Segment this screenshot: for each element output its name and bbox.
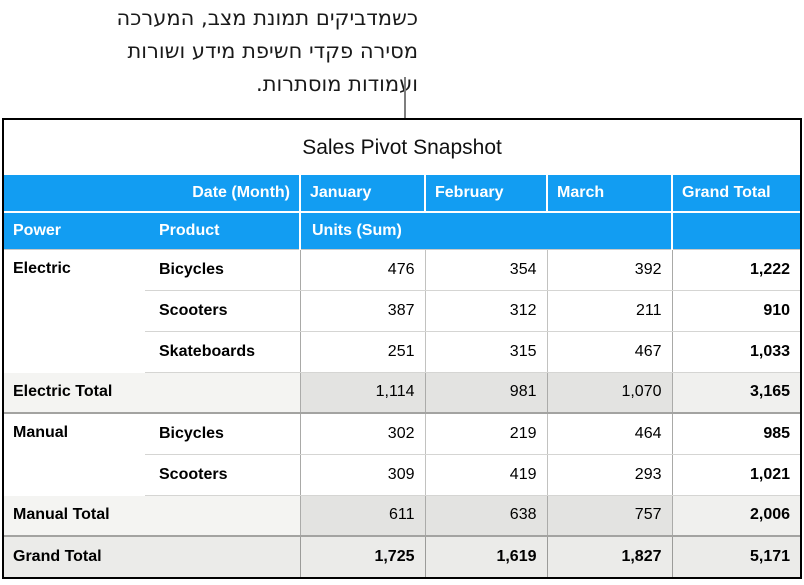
row-total-cell[interactable]: 910: [671, 290, 801, 332]
header-march[interactable]: March: [546, 175, 672, 213]
header-units-sum[interactable]: Units (Sum): [299, 212, 672, 250]
annotation-caption: כשמדביקים תמונת מצב, המערכה מסירה פקדי ח…: [0, 2, 418, 101]
value-cell[interactable]: 315: [424, 331, 547, 373]
table-row: Skateboards 251 315 467 1,033: [4, 331, 801, 373]
row-label-product[interactable]: Scooters: [145, 454, 300, 496]
group-total-label[interactable]: Manual Total: [4, 495, 300, 537]
row-label-product[interactable]: Bicycles: [145, 413, 300, 455]
group-total-value[interactable]: 1,070: [546, 372, 672, 414]
header-empty-cell[interactable]: [670, 212, 801, 250]
caption-line-3: ועמודות מוסתרות.: [256, 72, 418, 96]
group-total-value[interactable]: 611: [299, 495, 425, 537]
value-cell[interactable]: 293: [546, 454, 672, 496]
grand-total-row: Grand Total 1,725 1,619 1,827 5,171: [4, 536, 801, 577]
value-cell[interactable]: 419: [424, 454, 547, 496]
row-total-cell[interactable]: 985: [671, 413, 801, 455]
pivot-table: Sales Pivot Snapshot Date (Month) Januar…: [2, 118, 803, 579]
grand-total-label[interactable]: Grand Total: [4, 536, 300, 577]
table-title-row: Sales Pivot Snapshot: [4, 120, 800, 175]
group-total-row: Manual Total 611 638 757 2,006: [4, 495, 801, 537]
value-cell[interactable]: 392: [546, 249, 672, 291]
grand-total-value[interactable]: 1,827: [546, 536, 672, 577]
group-grand-total[interactable]: 2,006: [671, 495, 801, 537]
header-date-month[interactable]: Date (Month): [4, 175, 300, 213]
caption-line-2: מסירה פקדי חשיפת מידע ושורות: [127, 39, 418, 63]
group-total-row: Electric Total 1,114 981 1,070 3,165: [4, 372, 801, 414]
value-cell[interactable]: 219: [424, 413, 547, 455]
callout-connector-line: [404, 77, 406, 119]
header-grand-total[interactable]: Grand Total: [670, 175, 801, 213]
group-grand-total[interactable]: 3,165: [671, 372, 801, 414]
table-title[interactable]: Sales Pivot Snapshot: [302, 135, 502, 159]
value-cell[interactable]: 387: [299, 290, 425, 332]
group-total-value[interactable]: 1,114: [299, 372, 425, 414]
grand-total-value[interactable]: 1,725: [299, 536, 425, 577]
row-label-electric[interactable]: Electric: [4, 249, 145, 372]
value-cell[interactable]: 464: [546, 413, 672, 455]
pivot-table-grid: Sales Pivot Snapshot Date (Month) Januar…: [4, 120, 801, 577]
group-total-label[interactable]: Electric Total: [4, 372, 300, 414]
value-cell[interactable]: 312: [424, 290, 547, 332]
value-cell[interactable]: 309: [299, 454, 425, 496]
value-cell[interactable]: 476: [299, 249, 425, 291]
grand-total-value[interactable]: 5,171: [671, 536, 801, 577]
caption-line-1: כשמדביקים תמונת מצב, המערכה: [116, 6, 418, 30]
value-cell[interactable]: 467: [546, 331, 672, 373]
table-row: Electric Bicycles 476 354 392 1,222: [4, 249, 801, 372]
group-total-value[interactable]: 638: [424, 495, 547, 537]
group-total-value[interactable]: 981: [424, 372, 547, 414]
row-total-cell[interactable]: 1,222: [671, 249, 801, 291]
table-row: Manual Bicycles 302 219 464 985: [4, 413, 801, 495]
row-label-product[interactable]: Skateboards: [145, 331, 300, 373]
row-total-cell[interactable]: 1,021: [671, 454, 801, 496]
header-power[interactable]: Power: [4, 212, 145, 250]
row-label-product[interactable]: Scooters: [145, 290, 300, 332]
header-january[interactable]: January: [299, 175, 425, 213]
header-product[interactable]: Product: [145, 212, 300, 250]
table-row: Scooters 387 312 211 910: [4, 290, 801, 332]
grand-total-value[interactable]: 1,619: [424, 536, 547, 577]
row-label-product[interactable]: Bicycles: [145, 249, 300, 291]
table-row: Scooters 309 419 293 1,021: [4, 454, 801, 496]
group-total-value[interactable]: 757: [546, 495, 672, 537]
row-total-cell[interactable]: 1,033: [671, 331, 801, 373]
value-cell[interactable]: 251: [299, 331, 425, 373]
field-header-row: Power Product Units (Sum): [4, 212, 801, 250]
row-label-manual[interactable]: Manual: [4, 413, 145, 495]
value-cell[interactable]: 211: [546, 290, 672, 332]
header-february[interactable]: February: [424, 175, 547, 213]
column-header-row: Date (Month) January February March Gran…: [4, 175, 801, 213]
value-cell[interactable]: 354: [424, 249, 547, 291]
value-cell[interactable]: 302: [299, 413, 425, 455]
